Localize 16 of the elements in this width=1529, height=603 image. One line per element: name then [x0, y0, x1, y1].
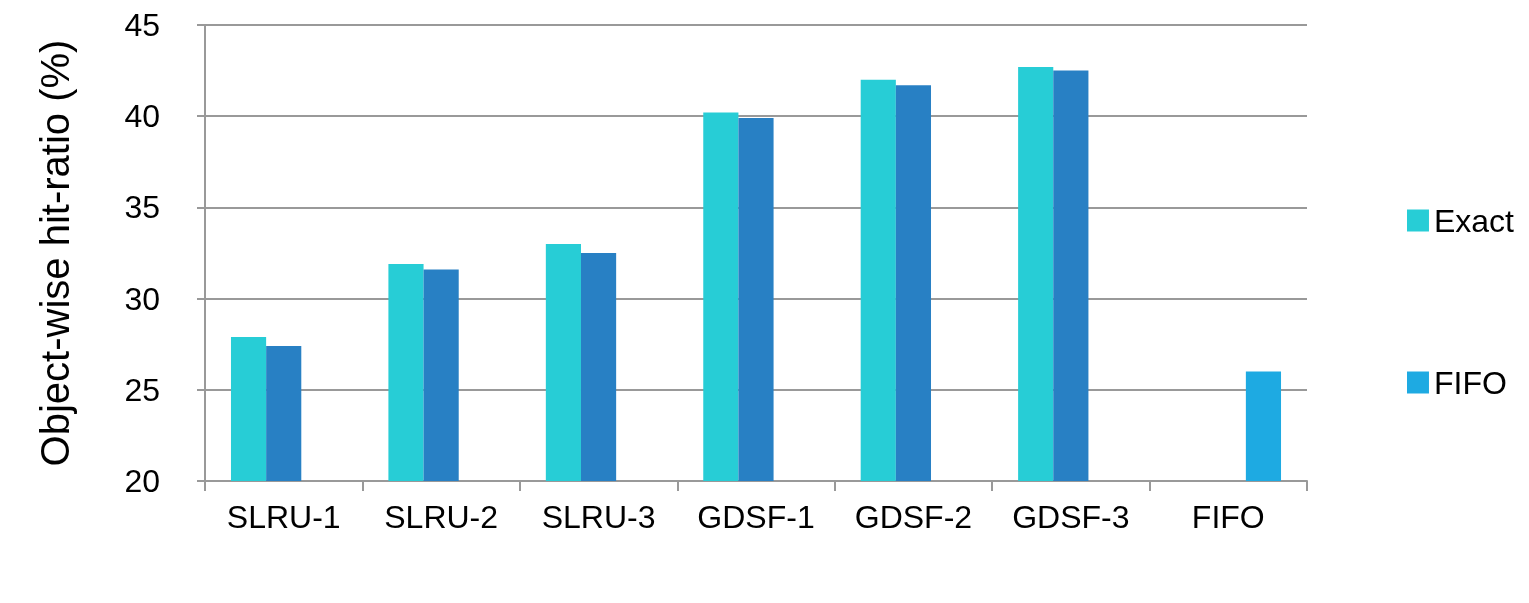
x-tick-label: SLRU-1 — [226, 499, 341, 535]
x-tick-label: GDSF-3 — [1012, 499, 1130, 535]
legend-label: FIFO — [1433, 364, 1507, 401]
y-tick-label: 25 — [124, 371, 160, 408]
y-tick-label: 40 — [124, 98, 160, 135]
x-tick-label: SLRU-3 — [541, 499, 656, 535]
x-tick-label: GDSF-1 — [697, 499, 815, 535]
x-tick-label: GDSF-2 — [854, 499, 973, 535]
y-tick-label: 20 — [124, 463, 160, 499]
x-tick-label: FIFO — [1191, 499, 1265, 535]
y-tick-label: 35 — [124, 189, 160, 226]
y-tick-label: 30 — [124, 280, 160, 317]
legend-label: Exact — [1433, 202, 1515, 239]
y-axis-title: Object-wise hit-ratio (%) — [33, 39, 77, 467]
y-tick-label: 45 — [124, 7, 160, 43]
x-tick-label: SLRU-2 — [384, 499, 499, 535]
